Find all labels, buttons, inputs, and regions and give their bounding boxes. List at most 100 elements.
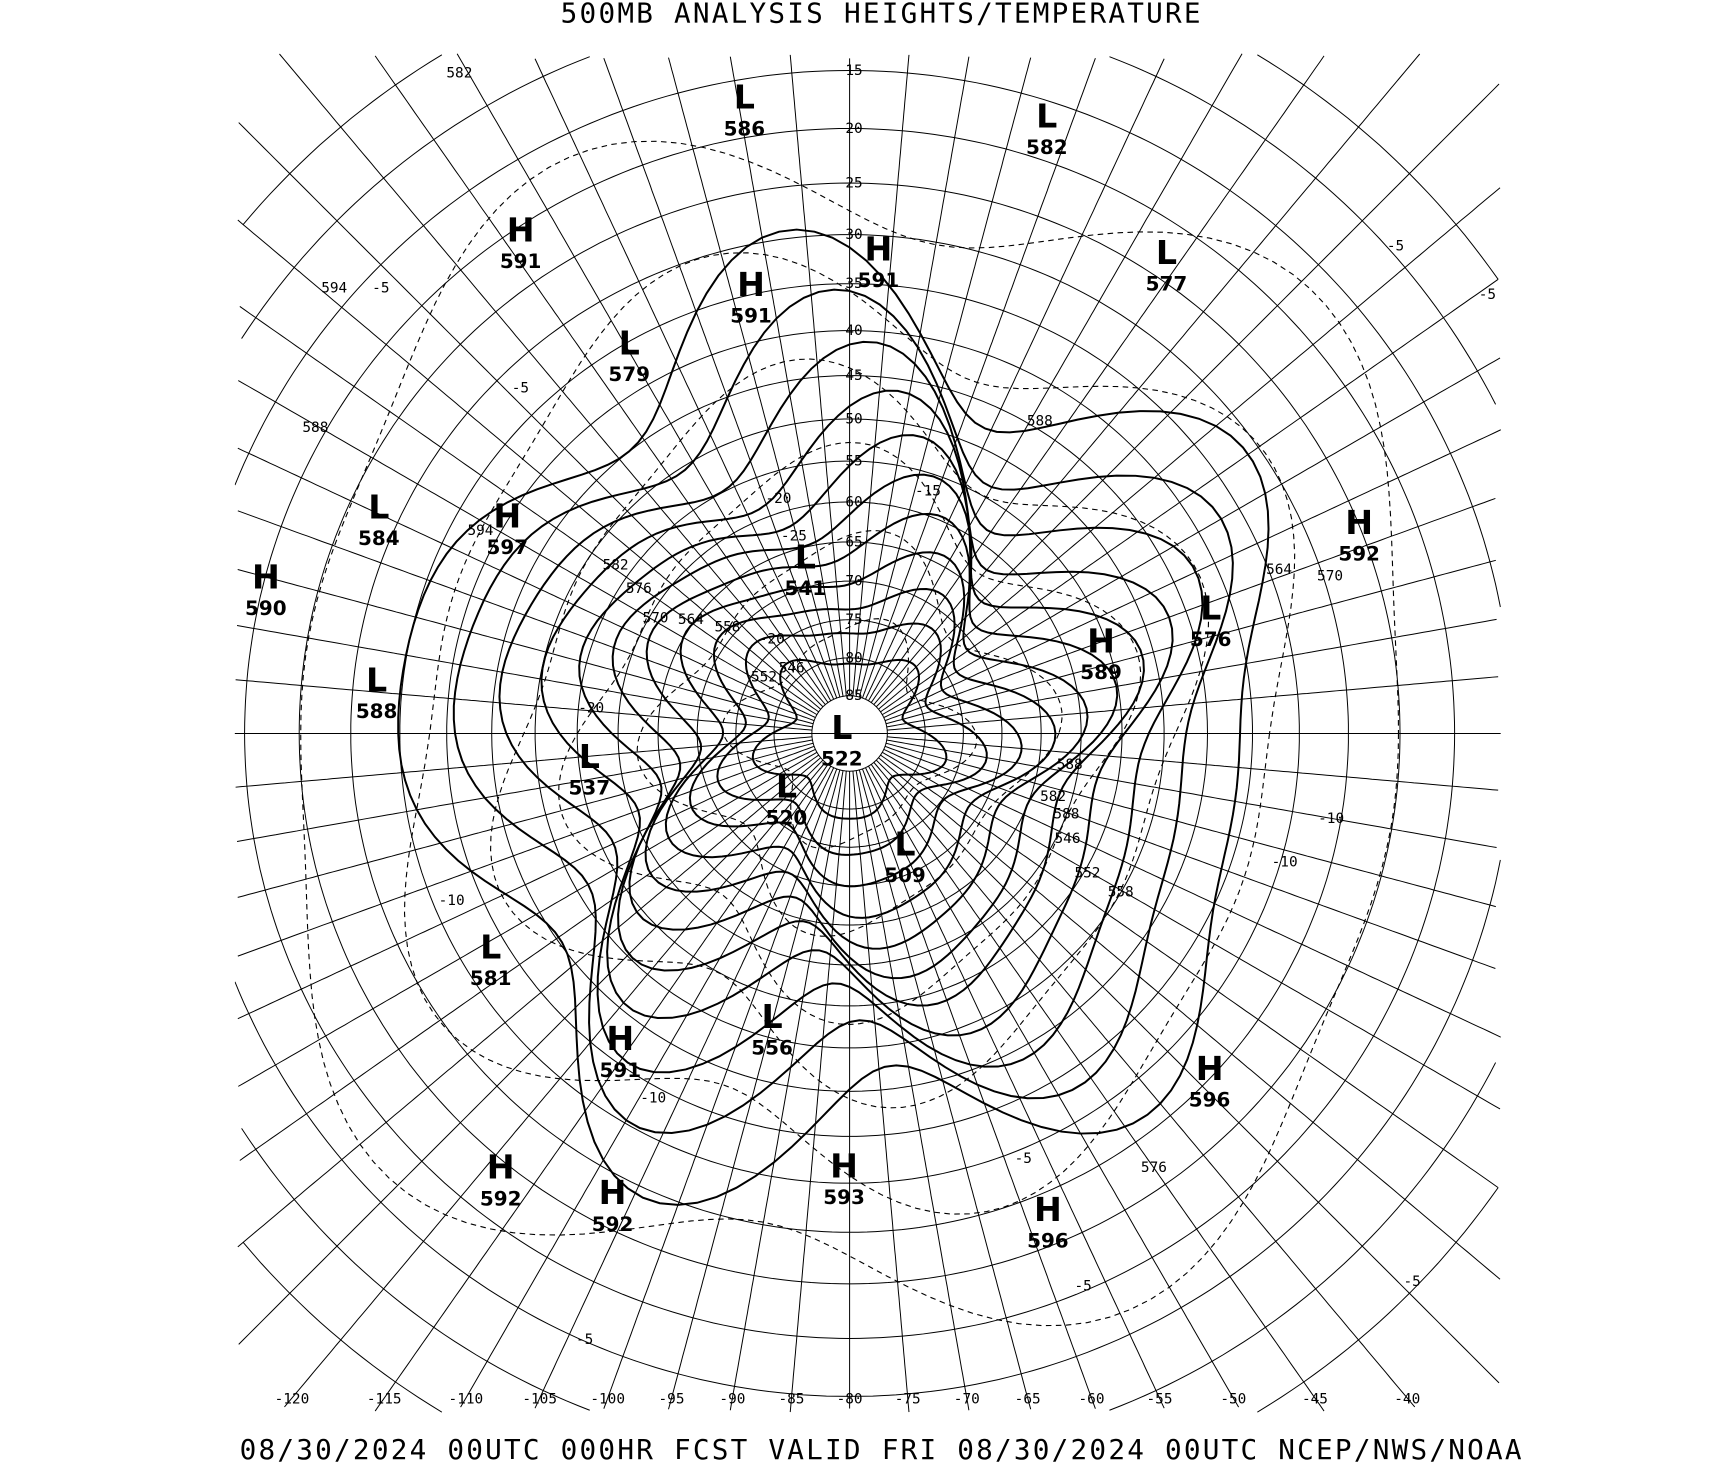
contour-label: 546 [1055, 831, 1081, 847]
latitude-label: 30 [845, 227, 862, 243]
latitude-label: 75 [845, 612, 862, 628]
latitude-label: 60 [845, 494, 862, 510]
meridian-line [237, 219, 822, 710]
longitude-label: -95 [659, 1392, 685, 1408]
center-letter: H [507, 211, 535, 250]
contour-label: 582 [1040, 789, 1066, 805]
temperature-contour [636, 530, 1063, 937]
center-letter: H [252, 557, 280, 596]
center-letter: H [599, 1173, 627, 1212]
meridian-line [374, 55, 829, 703]
center-value: 537 [568, 776, 610, 799]
meridian-line [865, 767, 1165, 1409]
meridian-line [789, 54, 847, 696]
center-value: 592 [592, 1213, 634, 1236]
meridian-line [279, 53, 826, 705]
center-letter: H [493, 496, 521, 535]
meridian-line [236, 624, 813, 728]
contour-label: -5 [1074, 1279, 1091, 1295]
longitude-label: -60 [1079, 1392, 1105, 1408]
meridian-line [238, 122, 824, 708]
map-labels: 15 20 25 30 35 40 45 50 55 60 65 70 75 80 85 -120 -115 -1… [275, 63, 1497, 1408]
meridian-line [887, 676, 1499, 731]
center-letter: L [368, 488, 389, 527]
latitude-circle [241, 56, 1497, 1411]
meridian-line [237, 742, 814, 898]
meridian-line [236, 739, 813, 842]
contour-label: 558 [714, 620, 740, 636]
contour-label: 588 [302, 420, 328, 436]
center-value: 591 [730, 305, 772, 328]
temperature-contour [558, 441, 1142, 1026]
meridian-line [870, 764, 1325, 1412]
center-value: 597 [487, 536, 529, 559]
meridian-line [238, 751, 818, 1087]
meridian-line [729, 56, 844, 697]
center-letter: L [734, 78, 755, 117]
latitude-label: 15 [845, 63, 862, 79]
meridian-line [668, 769, 841, 1410]
contour-label: 552 [1074, 865, 1100, 881]
lat-lon-grid [234, 53, 1501, 1413]
latitude-label: 80 [845, 650, 862, 666]
center-letter: L [894, 824, 915, 863]
contour-label: 564 [678, 612, 704, 628]
center-value: 586 [724, 117, 766, 140]
meridian-line [883, 748, 1501, 1038]
meridian-line [870, 55, 1325, 703]
meridian-line [239, 306, 819, 713]
center-value: 593 [823, 1186, 865, 1209]
latitude-label: 40 [845, 323, 862, 339]
meridian-line [237, 748, 816, 1020]
longitude-label: -85 [778, 1392, 804, 1408]
center-letter: L [480, 927, 501, 966]
center-value: 590 [245, 597, 287, 620]
contour-label: -20 [759, 632, 785, 648]
contour-label: -10 [640, 1090, 666, 1106]
meridian-line [882, 357, 1501, 716]
center-value: 520 [766, 806, 808, 829]
contour-label: 570 [1317, 569, 1343, 585]
height-contour [688, 588, 1023, 888]
meridian-line [885, 742, 1496, 908]
meridian-line [603, 768, 838, 1409]
center-letter: H [487, 1148, 515, 1187]
meridian-line [235, 679, 813, 731]
temperature-contours [300, 140, 1400, 1327]
center-value: 591 [600, 1059, 642, 1082]
center-letter: L [1156, 233, 1177, 272]
longitude-label: -40 [1394, 1392, 1420, 1408]
meridian-line [238, 759, 824, 1345]
center-letter: H [606, 1019, 634, 1058]
meridian-line [668, 57, 841, 698]
center-letter: H [864, 229, 892, 268]
longitude-label: -105 [522, 1392, 557, 1408]
contour-label: 576 [626, 581, 652, 597]
center-value: 556 [751, 1037, 793, 1060]
center-letter: L [366, 660, 387, 699]
meridian-line [878, 757, 1501, 1280]
contour-label: -20 [765, 491, 791, 507]
height-contours [397, 228, 1270, 1206]
meridian-line [875, 83, 1500, 708]
meridian-line [884, 745, 1496, 969]
contour-label: 594 [321, 281, 347, 297]
map-footer: 08/30/2024 00UTC 000HR FCST VALID FRI 08… [240, 1433, 1524, 1466]
contour-label: 570 [642, 611, 668, 627]
meridian-line [884, 497, 1496, 722]
longitude-label: -55 [1147, 1392, 1173, 1408]
